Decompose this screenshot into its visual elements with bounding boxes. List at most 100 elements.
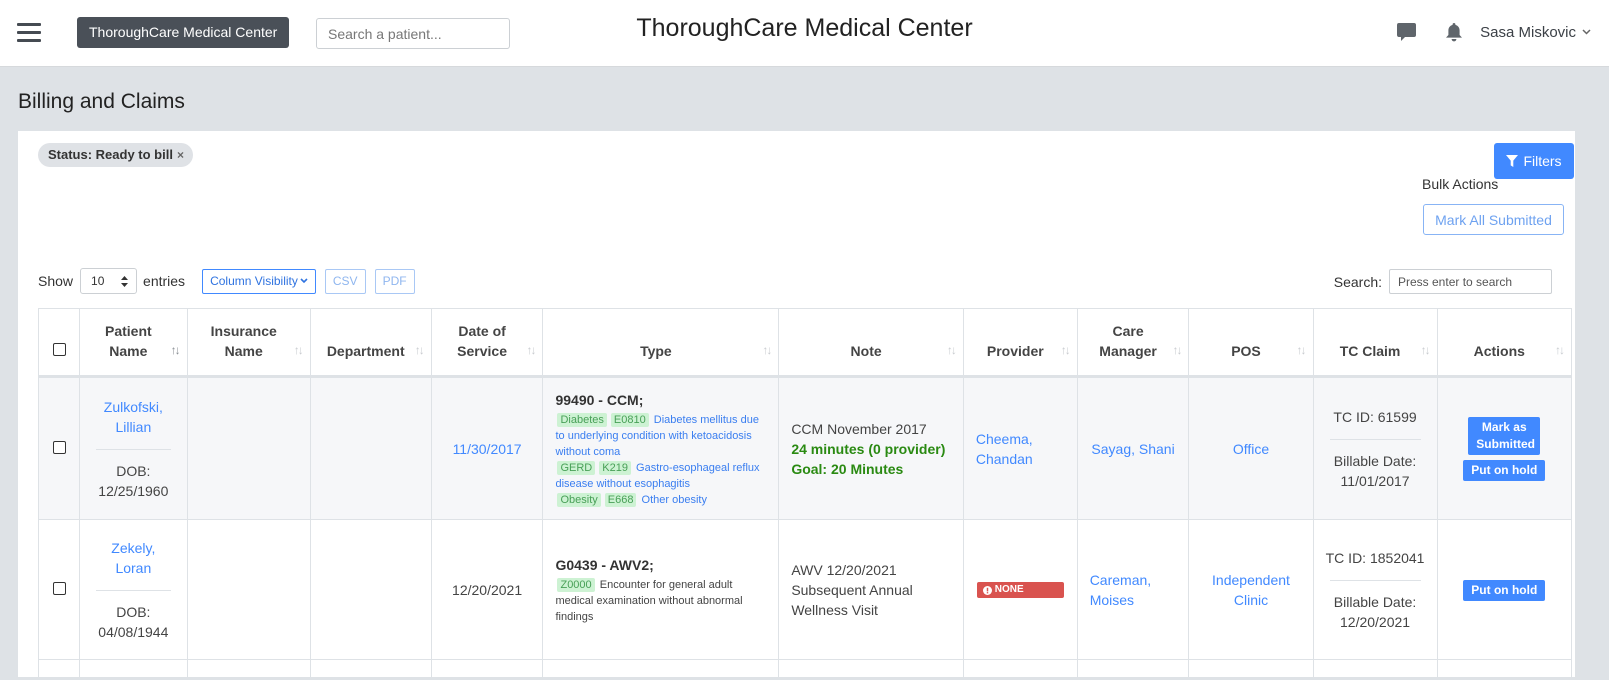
chat-icon[interactable] xyxy=(1394,20,1418,44)
patient-search-input[interactable] xyxy=(316,18,510,49)
header-pos[interactable]: POS ↑↓ xyxy=(1188,308,1314,378)
pos-link[interactable]: Office xyxy=(1232,440,1270,457)
bulk-actions-label: Bulk Actions xyxy=(1422,176,1499,192)
select-arrows-icon xyxy=(121,275,129,287)
header-label: Note xyxy=(850,343,882,359)
divider xyxy=(1329,438,1421,440)
patient-name-link[interactable]: Zekely, Loran xyxy=(111,539,156,576)
filters-button[interactable]: Filters xyxy=(1494,143,1574,179)
header-department[interactable]: Department ↑↓ xyxy=(309,308,432,378)
dob-label: DOB: xyxy=(116,603,151,620)
table-search-input[interactable] xyxy=(1389,269,1552,294)
filters-label: Filters xyxy=(1523,153,1562,169)
filter-icon xyxy=(1506,155,1519,167)
icd-code-tag: Z0000 xyxy=(557,577,595,592)
note-title: CCM November 2017 xyxy=(791,420,927,437)
row-checkbox[interactable] xyxy=(52,581,66,595)
column-visibility-button[interactable]: Column Visibility xyxy=(202,268,316,294)
header-tc-claim[interactable]: TC Claim ↑↓ xyxy=(1312,308,1438,378)
insurance-cell xyxy=(186,376,311,520)
note-minutes: 24 minutes (0 provider) xyxy=(791,440,946,457)
billing-card: Status: Ready to bill × Filters Bulk Act… xyxy=(18,131,1575,680)
header-label: TC Claim xyxy=(1339,343,1401,359)
mark-all-submitted-button[interactable]: Mark All Submitted xyxy=(1423,204,1564,235)
patient-name-link[interactable]: Zulkofski, Lillian xyxy=(103,398,163,435)
patient-cell: Zulkofski, Lillian DOB: 12/25/1960 xyxy=(79,376,188,520)
page-title: Billing and Claims xyxy=(18,90,185,113)
user-name: Sasa Miskovic xyxy=(1480,23,1576,41)
row-select-cell xyxy=(37,519,81,660)
header-actions[interactable]: Actions ↑↓ xyxy=(1436,308,1573,378)
chevron-down-icon xyxy=(1582,29,1591,35)
header-provider[interactable]: Provider ↑↓ xyxy=(962,308,1078,378)
search-label: Search: xyxy=(1333,273,1382,290)
sort-icon: ↑↓ xyxy=(1296,343,1307,357)
header-label: Date of Service xyxy=(457,323,507,359)
provider-link[interactable]: Cheema, Chandan xyxy=(975,430,1033,467)
condition-tag: Obesity xyxy=(557,492,601,507)
care-manager-link[interactable]: Careman, Moises xyxy=(1089,571,1152,608)
icd-code-tag: E668 xyxy=(604,492,637,507)
tc-id: TC ID: 61599 xyxy=(1333,408,1417,425)
select-all-checkbox[interactable] xyxy=(52,343,66,356)
department-cell xyxy=(309,376,432,520)
header-note[interactable]: Note ↑↓ xyxy=(778,308,964,378)
table-search: Search: xyxy=(1334,269,1552,294)
header-care-manager[interactable]: Care Manager ↑↓ xyxy=(1076,308,1190,378)
dob-label: DOB: xyxy=(116,462,151,479)
diagnosis-description: Gastro-esophageal reflux disease without… xyxy=(555,461,760,490)
sort-icon: ↑↓ xyxy=(946,343,957,357)
sort-icon: ↑↓ xyxy=(293,343,304,357)
header-insurance-name[interactable]: Insurance Name ↑↓ xyxy=(186,308,311,378)
hamburger-menu-icon[interactable] xyxy=(17,23,41,42)
bell-icon[interactable] xyxy=(1442,20,1466,44)
header-label: Type xyxy=(640,343,672,359)
pos-link[interactable]: Independent Clinic xyxy=(1212,571,1290,608)
care-manager-link[interactable]: Sayag, Shani xyxy=(1091,440,1175,457)
mark-as-submitted-button[interactable]: Mark as Submitted xyxy=(1468,416,1541,455)
billable-date: 11/01/2017 xyxy=(1340,472,1410,489)
note-description: Subsequent Annual Wellness Visit xyxy=(791,581,913,618)
diagnosis-item[interactable]: GERD K219 Gastro-esophageal reflux diseas… xyxy=(555,460,766,492)
select-all-header xyxy=(37,308,81,378)
icd-code-tag: K219 xyxy=(599,460,631,475)
close-icon[interactable]: × xyxy=(176,148,184,162)
tc-claim-cell: TC ID: 61599 Billable Date: 11/01/2017 xyxy=(1312,376,1438,520)
user-menu[interactable]: Sasa Miskovic xyxy=(1480,24,1591,41)
chip-label: Status: Ready to bill xyxy=(48,147,173,162)
header-patient-name[interactable]: Patient Name ↑↓ xyxy=(79,308,188,378)
csv-export-button[interactable]: CSV xyxy=(324,268,366,294)
page-length-select[interactable]: 10 xyxy=(80,268,138,294)
provider-badge-label: NONE xyxy=(994,584,1024,595)
header-label: Department xyxy=(326,343,405,359)
row-checkbox[interactable] xyxy=(52,440,66,454)
diagnosis-item[interactable]: Diabetes E0810 Diabetes mellitus due to u… xyxy=(555,412,766,460)
pdf-export-button[interactable]: PDF xyxy=(374,268,415,294)
exclamation-circle-icon xyxy=(982,585,992,595)
put-on-hold-button[interactable]: Put on hold xyxy=(1463,459,1546,481)
billable-date: 12/20/2021 xyxy=(1340,613,1411,630)
organization-button[interactable]: ThoroughCare Medical Center xyxy=(77,17,290,48)
put-on-hold-button[interactable]: Put on hold xyxy=(1463,579,1546,601)
column-visibility-label: Column Visibility xyxy=(210,274,298,288)
condition-tag: Diabetes xyxy=(557,412,607,427)
icd-code-tag: E0810 xyxy=(610,412,649,427)
diagnosis-description: Other obesity xyxy=(641,493,707,506)
page-length-control: Show 10 entries Column Visibility CSV PD… xyxy=(38,268,415,294)
billing-code: 99490 - CCM; xyxy=(555,391,644,408)
tc-claim-cell: TC ID: 1852041 Billable Date: 12/20/2021 xyxy=(1312,519,1438,660)
diagnosis-item[interactable]: Obesity E668 Other obesity xyxy=(555,492,766,508)
sort-icon: ↑↓ xyxy=(762,343,772,357)
provider-cell: NONE xyxy=(962,519,1078,660)
divider xyxy=(96,448,171,450)
note-cell: CCM November 2017 24 minutes (0 provider… xyxy=(778,376,964,520)
chevron-down-icon xyxy=(300,278,308,284)
header-label: POS xyxy=(1231,343,1261,359)
header-date-of-service[interactable]: Date of Service ↑↓ xyxy=(430,308,544,378)
header-type[interactable]: Type ↑↓ xyxy=(542,308,780,378)
status-filter-chip[interactable]: Status: Ready to bill × xyxy=(38,143,193,167)
header-label: Actions xyxy=(1473,343,1525,359)
date-of-service-link[interactable]: 11/30/2017 xyxy=(452,440,522,457)
sort-icon: ↑↓ xyxy=(1420,343,1431,357)
type-cell: 99490 - CCM; Diabetes E0810 Diabetes mell… xyxy=(542,376,780,520)
